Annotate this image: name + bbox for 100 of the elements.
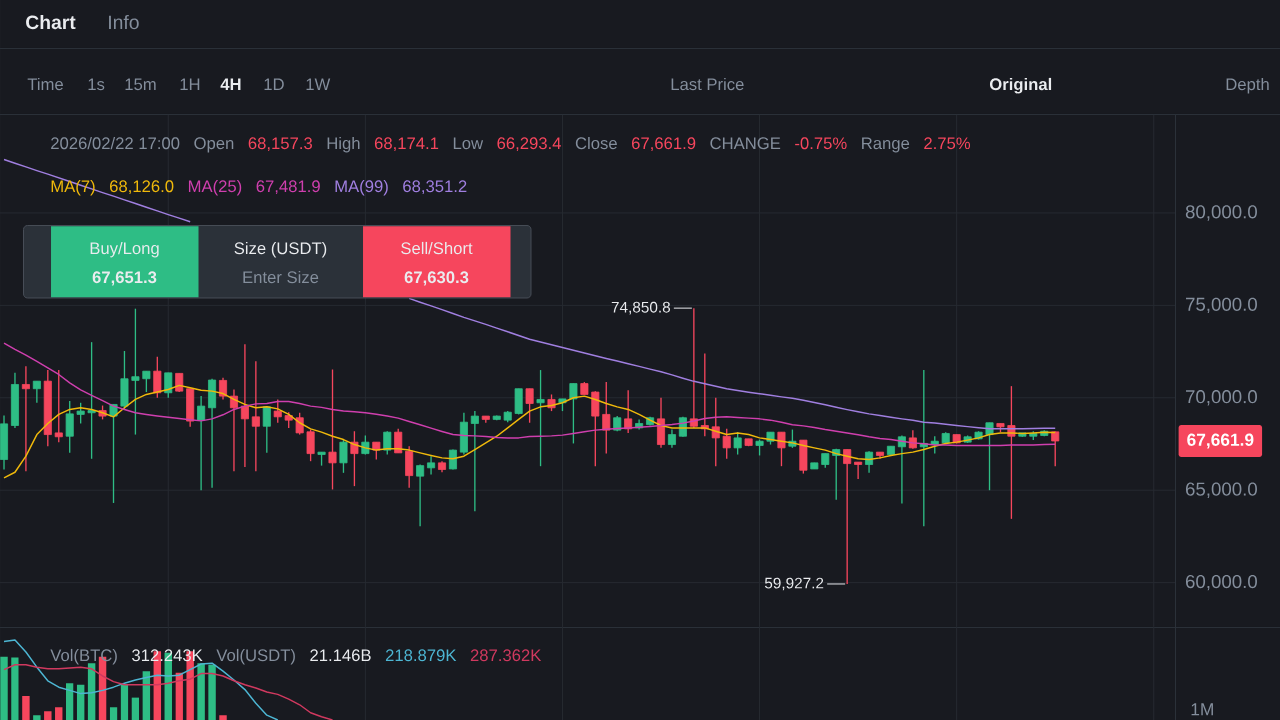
candlestick — [711, 397, 720, 467]
text: Last Price — [671, 77, 744, 91]
candlestick — [142, 370, 151, 393]
y-tick-label: 75,000.0 — [1186, 297, 1257, 314]
annotation: Vol(BTC) — [50, 648, 117, 665]
annotation: 67,481.9 — [256, 180, 320, 195]
candlestick — [328, 368, 337, 491]
text: Chart — [26, 14, 76, 30]
annotation: 218.879K — [385, 649, 457, 662]
annotation: Enter Size — [243, 270, 319, 284]
text: 1D — [264, 78, 284, 90]
text: MA(99) — [335, 179, 388, 196]
bar — [65, 683, 74, 720]
candlestick — [777, 431, 786, 467]
candlestick — [21, 365, 30, 472]
annotation: 66,293.4 — [497, 137, 561, 152]
text: 4H — [220, 78, 241, 90]
annotation: 68,174.1 — [374, 137, 439, 152]
candlestick — [416, 463, 425, 527]
bar — [44, 711, 52, 720]
candlestick — [229, 388, 238, 472]
candlestick — [689, 307, 698, 429]
bar — [76, 684, 85, 720]
candlestick — [470, 410, 479, 512]
candlestick — [87, 341, 96, 460]
text: MA(25) — [188, 179, 242, 196]
annotation: CHANGE — [710, 137, 781, 150]
annotation: Sell/Short — [401, 241, 473, 255]
candlestick — [843, 448, 852, 585]
candlestick — [251, 360, 260, 472]
candlestick — [65, 400, 74, 454]
candlestick — [350, 430, 359, 487]
annotation: 68,157.3 — [248, 137, 312, 152]
bar — [208, 664, 216, 720]
annotation: Open — [194, 137, 234, 153]
candlestick — [32, 380, 41, 404]
text: Info — [109, 14, 139, 30]
bar — [11, 657, 19, 720]
annotation: 2026/02/22 17:00 — [51, 136, 180, 150]
candlestick — [602, 381, 611, 455]
candlestick — [273, 398, 282, 424]
bar — [197, 663, 205, 720]
candlestick — [722, 428, 731, 460]
annotation: Close — [575, 136, 617, 150]
text: 1H — [180, 78, 200, 90]
bar — [131, 697, 140, 720]
y-tick-label: 70,000.0 — [1186, 390, 1257, 406]
text: Depth — [1226, 77, 1269, 94]
annotation: 74,850.8 — [611, 301, 671, 315]
candlestick — [985, 422, 994, 491]
y-tick-label: 80,000.0 — [1185, 205, 1257, 221]
candlestick — [733, 431, 742, 456]
candlestick — [306, 428, 315, 462]
candlestick — [1051, 430, 1060, 467]
candlestick — [262, 405, 271, 454]
candlestick — [427, 455, 436, 476]
annotation: Range — [862, 137, 910, 153]
y-tick-label: 60,000.0 — [1185, 574, 1257, 591]
candlestick — [240, 343, 249, 468]
candlestick — [197, 395, 206, 491]
bar — [22, 695, 30, 720]
annotation: -0.75% — [795, 137, 847, 150]
annotation: 59,927.2 — [764, 577, 824, 591]
candlestick — [569, 382, 578, 445]
text: 67,661.9 — [1187, 433, 1254, 449]
candlestick — [667, 428, 676, 449]
annotation: Buy/Long — [90, 241, 159, 258]
text: Original — [989, 77, 1052, 94]
annotation: 67,651.3 — [92, 271, 157, 286]
y-tick-label: 65,000.0 — [1185, 482, 1257, 498]
annotation: Vol(USDT) — [216, 648, 295, 665]
annotation: 2.75% — [924, 137, 971, 150]
candlestick — [854, 461, 863, 480]
candlestick — [339, 438, 348, 474]
candlestick — [394, 428, 403, 454]
bar — [120, 684, 129, 720]
annotation: 68,351.2 — [403, 180, 467, 195]
candlestick — [76, 402, 85, 425]
annotation: 21.146B — [310, 649, 371, 662]
text: Time — [27, 77, 63, 91]
annotation: 67,661.9 — [632, 137, 696, 152]
annotation: Size (USDT) — [234, 241, 327, 258]
bar — [55, 707, 63, 720]
candlestick — [109, 403, 118, 504]
candlestick — [164, 372, 173, 399]
text: MA(7) — [51, 179, 95, 196]
text: 15m — [125, 78, 156, 91]
candlestick — [361, 434, 370, 456]
candlestick — [131, 308, 140, 436]
bar — [109, 707, 118, 720]
annotation: 67,630.3 — [404, 271, 469, 286]
bar — [33, 715, 41, 720]
candlestick — [54, 369, 63, 443]
annotation: High — [327, 136, 360, 153]
candlestick — [525, 388, 534, 424]
text: 1M — [1191, 703, 1213, 716]
annotation: 287.362K — [470, 649, 542, 662]
annotation: Low — [453, 137, 484, 150]
text: 1s — [88, 78, 105, 91]
text: 1W — [306, 78, 331, 90]
